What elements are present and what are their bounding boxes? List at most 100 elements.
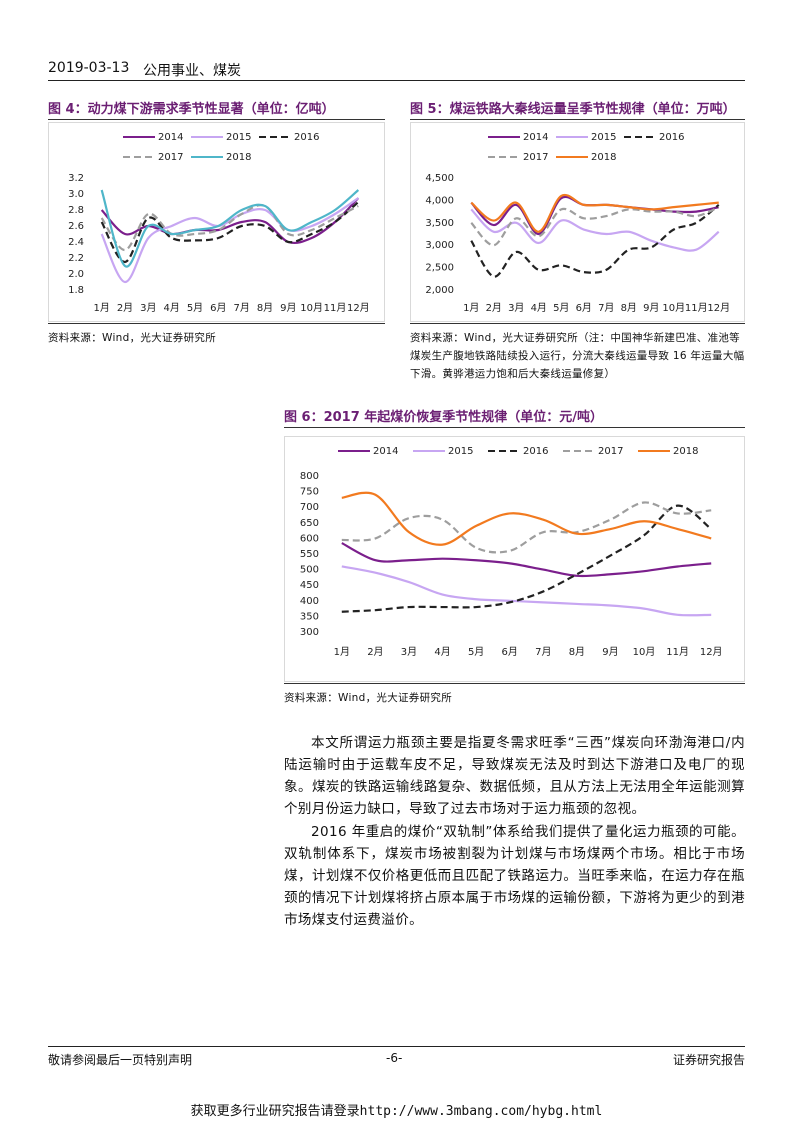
y-tick-label: 500 bbox=[300, 565, 319, 576]
y-tick-label: 350 bbox=[300, 611, 319, 622]
y-tick-label: 3.0 bbox=[68, 189, 84, 200]
chart: 300 350 400 450 500 550 600 650 700 750 800 1月 2月 3月 4… bbox=[284, 436, 745, 682]
x-tick-label: 4月 bbox=[531, 302, 547, 314]
x-tick-label: 10月 bbox=[662, 302, 685, 314]
x-tick-label: 8月 bbox=[569, 646, 585, 658]
legend-label: 2017 bbox=[598, 446, 623, 457]
series-line bbox=[341, 565, 712, 617]
footer-disclaimer: 敬请参阅最后一页特别声明 bbox=[48, 1053, 193, 1067]
x-tick-label: 5月 bbox=[187, 302, 203, 314]
header-sector: 公用事业、煤炭 bbox=[143, 63, 241, 79]
x-tick-label: 6月 bbox=[576, 302, 592, 314]
x-tick-label: 7月 bbox=[535, 646, 551, 658]
legend-label: 2017 bbox=[158, 152, 183, 163]
legend-label: 2015 bbox=[448, 446, 473, 457]
chart: 1.8 2.0 2.2 2.4 2.6 2.8 3.0 3.2 1月 2月 3月 4月 5月 6月 7月 8月… bbox=[48, 122, 385, 322]
series-line bbox=[470, 204, 720, 278]
x-tick-label: 2月 bbox=[367, 646, 383, 658]
x-tick-label: 1月 bbox=[334, 646, 350, 658]
x-tick-label: 9月 bbox=[280, 302, 296, 314]
y-tick-label: 3,000 bbox=[425, 240, 454, 251]
y-tick-label: 800 bbox=[300, 471, 319, 482]
legend-label: 2015 bbox=[226, 132, 251, 143]
legend-label: 2018 bbox=[591, 152, 616, 163]
x-tick-label: 6月 bbox=[502, 646, 518, 658]
x-tick-label: 5月 bbox=[553, 302, 569, 314]
legend-label: 2016 bbox=[294, 132, 319, 143]
page-number: -6- bbox=[386, 1051, 403, 1065]
x-tick-label: 10月 bbox=[300, 302, 323, 314]
series-line bbox=[100, 197, 360, 245]
legend-label: 2015 bbox=[591, 132, 616, 143]
y-tick-label: 600 bbox=[300, 533, 319, 544]
series-line bbox=[341, 504, 712, 613]
header-date: 2019-03-13 bbox=[48, 60, 130, 76]
paragraph: 2016 年重启的煤价“双轨制”体系给我们提供了量化运力瓶颈的可能。双轨制体系下… bbox=[284, 824, 745, 928]
y-tick-label: 2,000 bbox=[425, 285, 454, 296]
legend-label: 2018 bbox=[226, 152, 251, 163]
footer-report-type: 证券研究报告 bbox=[672, 1053, 745, 1067]
x-tick-label: 8月 bbox=[257, 302, 273, 314]
banner: 获取更多行业研究报告请登录http://www.3mbang.com/hybg.… bbox=[190, 1104, 603, 1119]
chart-source: 资料来源：Wind，光大证券研究所 bbox=[284, 683, 745, 707]
chart-frame bbox=[284, 436, 745, 682]
series-line bbox=[470, 193, 719, 233]
series-line bbox=[100, 197, 359, 284]
y-tick-label: 2.6 bbox=[68, 221, 84, 232]
y-tick-label: 750 bbox=[300, 487, 319, 498]
y-tick-label: 2.8 bbox=[68, 205, 84, 216]
y-tick-label: 2.0 bbox=[68, 269, 84, 280]
y-tick-label: 450 bbox=[300, 580, 319, 591]
x-tick-label: 12月 bbox=[700, 646, 723, 658]
legend-label: 2014 bbox=[158, 132, 183, 143]
y-tick-label: 700 bbox=[300, 502, 319, 513]
x-tick-label: 11月 bbox=[324, 302, 347, 314]
series-line bbox=[470, 206, 720, 247]
y-tick-label: 3.2 bbox=[68, 173, 84, 184]
y-tick-label: 300 bbox=[300, 627, 319, 638]
x-tick-label: 2月 bbox=[486, 302, 502, 314]
x-tick-label: 7月 bbox=[598, 302, 614, 314]
x-tick-label: 8月 bbox=[621, 302, 637, 314]
legend-label: 2016 bbox=[659, 132, 684, 143]
x-tick-label: 10月 bbox=[633, 646, 656, 658]
y-tick-label: 2.2 bbox=[68, 253, 84, 264]
legend-label: 2017 bbox=[523, 152, 548, 163]
x-tick-label: 11月 bbox=[666, 646, 689, 658]
x-tick-label: 12月 bbox=[347, 302, 370, 314]
x-tick-label: 1月 bbox=[463, 302, 479, 314]
y-tick-label: 4,000 bbox=[425, 195, 454, 206]
x-tick-label: 5月 bbox=[468, 646, 484, 658]
x-tick-label: 3月 bbox=[140, 302, 156, 314]
header-rule bbox=[48, 80, 745, 81]
legend-label: 2014 bbox=[523, 132, 548, 143]
chart-frame bbox=[410, 122, 745, 322]
x-tick-label: 1月 bbox=[93, 302, 109, 314]
chart-source: 资料来源：Wind，光大证券研究所（注：中国神华新建巴准、准池等煤炭生产腹地铁路… bbox=[410, 323, 745, 383]
y-tick-label: 400 bbox=[300, 596, 319, 607]
legend-label: 2016 bbox=[523, 446, 548, 457]
chart-source: 资料来源：Wind，光大证券研究所 bbox=[48, 323, 385, 347]
chart-title: 图 4：动力煤下游需求季节性显著（单位：亿吨） bbox=[48, 98, 385, 120]
series-line bbox=[470, 195, 719, 236]
chart: 2,000 2,500 3,000 3,500 4,000 4,500 1月 2月 3月 4月 5月… bbox=[410, 122, 745, 322]
x-tick-label: 9月 bbox=[602, 646, 618, 658]
y-tick-label: 550 bbox=[300, 549, 319, 560]
x-tick-label: 3月 bbox=[401, 646, 417, 658]
y-tick-label: 1.8 bbox=[68, 285, 84, 296]
chart-frame bbox=[48, 122, 385, 322]
y-tick-label: 650 bbox=[300, 518, 319, 529]
legend-label: 2014 bbox=[373, 446, 398, 457]
series-line bbox=[100, 189, 360, 268]
x-tick-label: 4月 bbox=[163, 302, 179, 314]
paragraph: 本文所谓运力瓶颈主要是指夏冬需求旺季“三西”煤炭向环渤海港口/内陆运输时由于运载… bbox=[284, 735, 745, 817]
x-tick-label: 11月 bbox=[685, 302, 708, 314]
chart-title: 图 6：2017 年起煤价恢复季节性规律（单位：元/吨） bbox=[284, 406, 745, 428]
y-tick-label: 2,500 bbox=[425, 263, 454, 274]
x-tick-label: 2月 bbox=[117, 302, 133, 314]
chart-title: 图 5：煤运铁路大秦线运量呈季节性规律（单位：万吨） bbox=[410, 98, 745, 120]
x-tick-label: 9月 bbox=[643, 302, 659, 314]
x-tick-label: 6月 bbox=[210, 302, 226, 314]
x-tick-label: 12月 bbox=[707, 302, 730, 314]
